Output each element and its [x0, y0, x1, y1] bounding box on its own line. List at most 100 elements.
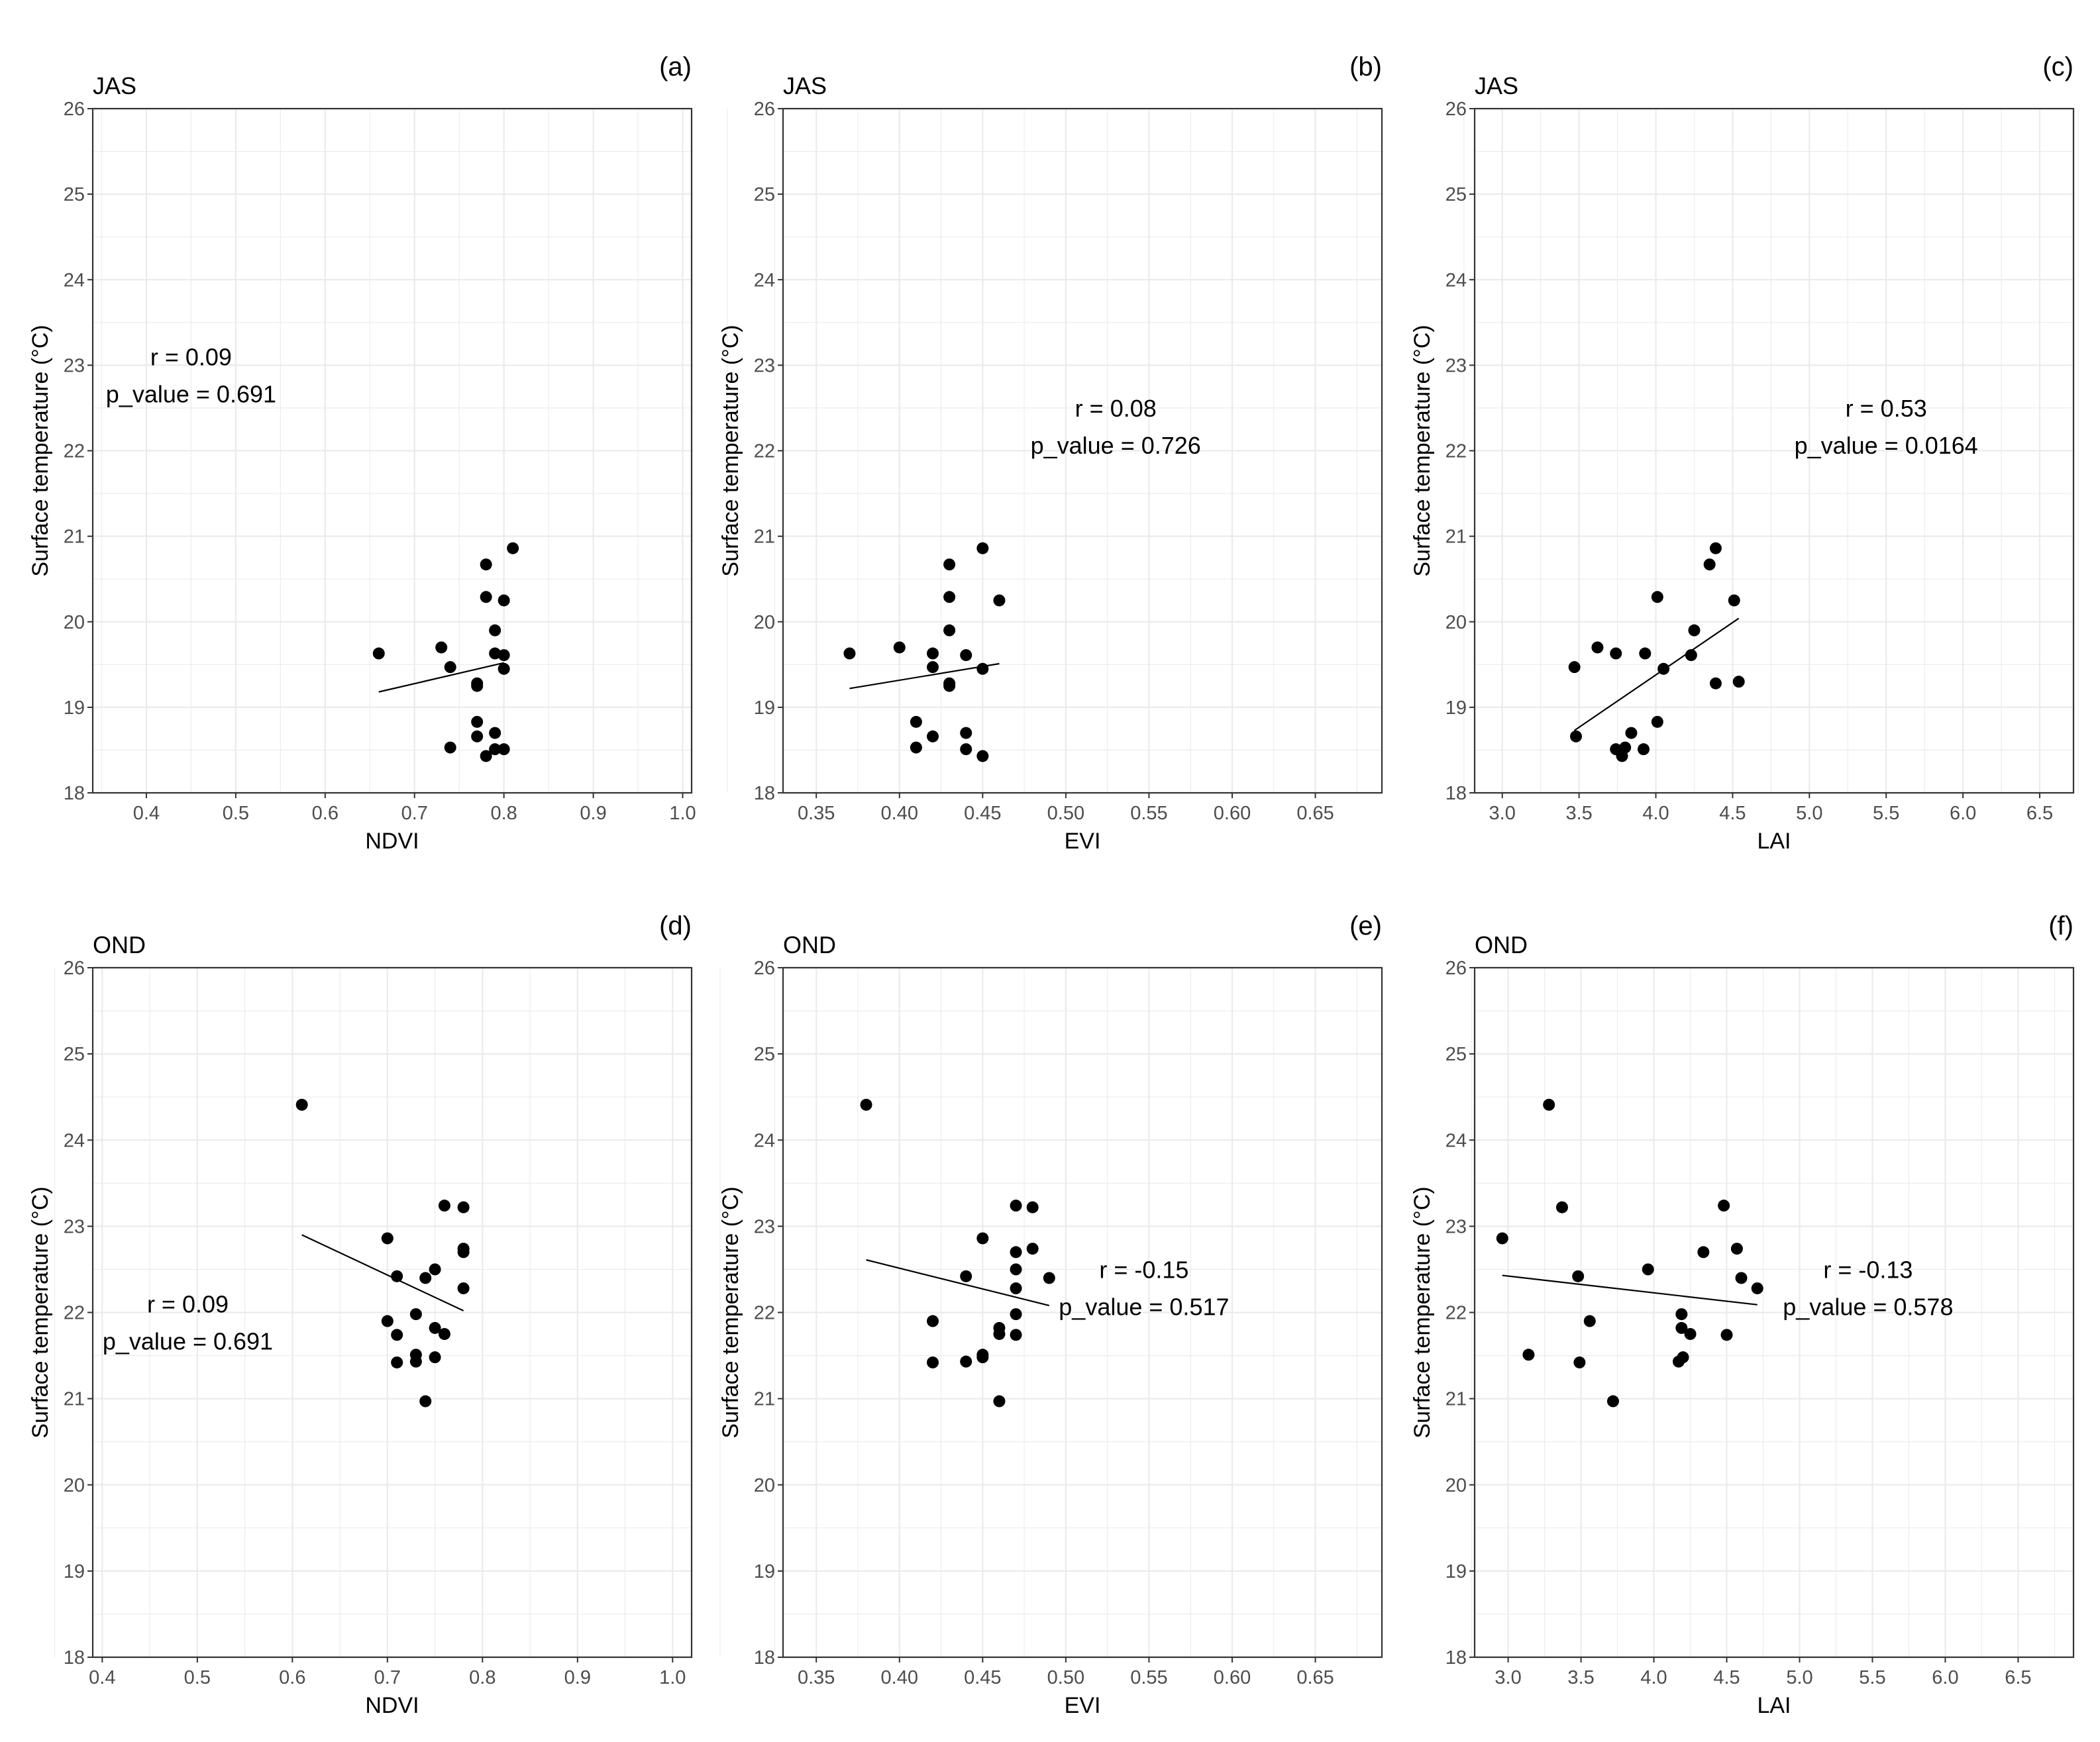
y-tick-label: 21 [754, 527, 775, 548]
data-point [1496, 1232, 1508, 1245]
annotation-p-value: p_value = 0.0164 [1795, 432, 1978, 459]
y-tick-label: 25 [754, 184, 775, 205]
data-point [1639, 647, 1652, 660]
panel-title: OND [1475, 931, 1528, 958]
data-point [927, 661, 939, 674]
y-tick-label: 24 [64, 1130, 85, 1151]
regression-line [301, 1234, 464, 1311]
x-axis-title: LAI [1757, 829, 1791, 854]
data-point [381, 1232, 394, 1245]
y-tick-label: 26 [1445, 99, 1467, 120]
data-point [960, 743, 972, 756]
y-tick-label: 21 [64, 527, 85, 548]
x-tick-label: 6.0 [1932, 1667, 1958, 1688]
x-tick-label: 0.6 [279, 1667, 305, 1688]
data-point [1625, 727, 1638, 739]
y-tick-label: 20 [754, 612, 775, 633]
x-tick-label: 0.55 [1130, 1667, 1167, 1688]
data-point [1675, 1308, 1688, 1321]
x-tick-label: 6.5 [2026, 803, 2053, 824]
data-point [1642, 1263, 1654, 1276]
data-point [1651, 715, 1663, 728]
data-point [372, 647, 385, 660]
data-point [976, 750, 989, 762]
y-tick-label: 18 [754, 783, 775, 804]
panel-e: 18 19 20 21 22 23 24 25 26 0.35 0.40 0.45 0.50 0.55 0.… [718, 911, 1383, 1718]
data-point [391, 1270, 403, 1282]
panel-title: OND [93, 931, 146, 958]
data-point [419, 1395, 432, 1408]
x-tick-label: 4.0 [1642, 803, 1669, 824]
y-axis-title: Surface temperature (°C) [718, 1186, 743, 1438]
annotation-p-value: p_value = 0.726 [1031, 432, 1201, 459]
x-tick-label: 0.50 [1047, 1667, 1084, 1688]
data-point [927, 730, 939, 743]
x-tick-label: 0.60 [1214, 803, 1251, 824]
annotation-p-value: p_value = 0.691 [103, 1328, 273, 1355]
y-tick-label: 18 [1445, 783, 1467, 804]
x-tick-label: 0.6 [312, 803, 339, 824]
data-point [498, 662, 510, 675]
data-point [1606, 1395, 1619, 1408]
grid-lines [1471, 966, 2074, 1659]
data-point [1728, 594, 1740, 607]
data-point [438, 1328, 450, 1341]
data-point [960, 727, 972, 739]
annotation-r: r = 0.09 [150, 343, 232, 370]
x-tick-label: 0.45 [964, 1667, 1001, 1688]
y-tick-label: 25 [64, 184, 85, 205]
x-tick-label: 0.5 [223, 803, 249, 824]
annotation-p-value: p_value = 0.578 [1783, 1293, 1953, 1320]
data-point [457, 1201, 470, 1213]
data-point [1569, 730, 1582, 743]
x-tick-label: 5.5 [1873, 803, 1899, 824]
x-tick-label: 0.50 [1047, 803, 1084, 824]
y-tick-label: 22 [64, 1303, 85, 1324]
regression-line [378, 662, 504, 693]
data-point [927, 1315, 939, 1327]
panel-label: (e) [1349, 911, 1382, 941]
y-tick-label: 19 [754, 697, 775, 719]
data-point [409, 1308, 422, 1321]
x-tick-label: 0.4 [133, 803, 160, 824]
data-point [498, 649, 510, 662]
data-point [1720, 1329, 1733, 1341]
x-tick-label: 0.9 [580, 803, 606, 824]
y-tick-label: 26 [64, 99, 85, 120]
y-tick-label: 26 [1445, 958, 1467, 979]
y-tick-label: 19 [64, 1561, 85, 1582]
y-tick-label: 24 [754, 270, 775, 291]
y-tick-label: 23 [754, 355, 775, 376]
x-tick-label: 5.0 [1786, 1667, 1812, 1688]
panel-title: JAS [93, 72, 136, 99]
y-tick-label: 22 [64, 441, 85, 462]
data-point [1735, 1272, 1748, 1284]
regression-line [849, 662, 1000, 690]
annotation-r: r = 0.08 [1075, 395, 1157, 422]
x-tick-label: 0.7 [401, 803, 428, 824]
data-point [1010, 1329, 1022, 1341]
x-tick-label: 6.5 [2005, 1667, 2031, 1688]
data-point [1688, 624, 1701, 637]
x-tick-label: 0.9 [564, 1667, 591, 1688]
data-point [1610, 647, 1622, 660]
data-point [429, 1263, 441, 1276]
data-point [1651, 591, 1663, 603]
data-point [1709, 542, 1722, 554]
data-point [1718, 1200, 1730, 1212]
y-tick-label: 22 [754, 1303, 775, 1324]
data-point [976, 1232, 989, 1245]
y-axis-title: Surface temperature (°C) [718, 325, 743, 576]
data-point [910, 741, 922, 754]
y-tick-label: 20 [1445, 612, 1467, 633]
data-point [993, 594, 1006, 607]
data-point [381, 1315, 394, 1327]
y-tick-label: 25 [1445, 1044, 1467, 1065]
data-point [507, 542, 519, 554]
data-point [993, 1395, 1006, 1408]
data-point [1568, 661, 1581, 674]
data-point [1709, 677, 1722, 690]
x-tick-label: 5.0 [1796, 803, 1822, 824]
annotation-p-value: p_value = 0.517 [1059, 1293, 1229, 1320]
